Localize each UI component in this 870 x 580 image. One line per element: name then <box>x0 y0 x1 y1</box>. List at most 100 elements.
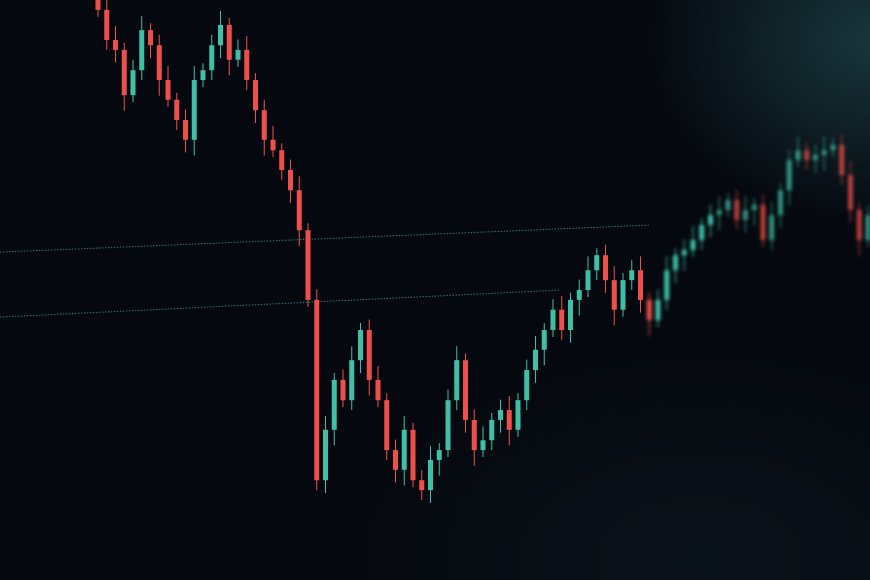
candle-down <box>113 26 118 63</box>
candle-body <box>139 30 145 71</box>
candle-up <box>795 136 801 168</box>
candle-down <box>95 0 101 17</box>
candle-body <box>226 24 232 60</box>
candle-up <box>498 399 503 433</box>
candle-down <box>506 396 512 446</box>
candle-up <box>708 204 713 238</box>
candle-body <box>629 270 635 281</box>
candle-down <box>261 99 267 156</box>
candle-up <box>550 299 556 337</box>
candle-body <box>235 49 241 60</box>
candle-down <box>165 66 171 107</box>
candle-up <box>690 226 696 257</box>
candle-body <box>148 30 153 46</box>
candle-down <box>375 365 381 408</box>
candle-up <box>191 66 197 156</box>
candle-up <box>681 239 687 271</box>
candle-body <box>270 139 276 151</box>
candle-up <box>200 63 206 87</box>
candle-up <box>576 279 582 316</box>
candle-up <box>620 273 626 317</box>
candle-body <box>445 400 451 451</box>
candle-up <box>594 248 600 281</box>
candle-up <box>699 218 705 250</box>
candle-body <box>655 299 661 321</box>
candle-body <box>830 145 836 151</box>
reference-line <box>0 224 651 253</box>
candle-up <box>778 183 783 228</box>
candle-body <box>384 400 390 451</box>
candle-body <box>366 330 372 380</box>
candle-body <box>436 450 442 460</box>
candle-body <box>813 154 818 161</box>
candle-up <box>751 197 757 226</box>
candle-body <box>620 280 626 310</box>
candle-body <box>244 49 250 81</box>
candle-body <box>375 379 381 401</box>
candle-body <box>419 480 425 491</box>
candle-down <box>183 109 188 153</box>
candle-up <box>331 372 337 446</box>
candle-down <box>419 469 425 500</box>
candle-up <box>130 59 136 103</box>
candle-body <box>725 200 731 210</box>
candle-down <box>288 159 293 203</box>
candle-body <box>839 145 845 176</box>
candle-body <box>559 309 565 331</box>
candle-down <box>104 0 110 50</box>
candle-body <box>594 255 600 271</box>
candle-down <box>410 422 416 488</box>
candle-down <box>603 244 608 293</box>
candle-up <box>209 34 215 81</box>
candle-body <box>585 270 591 290</box>
candle-body <box>331 379 337 430</box>
candle-down <box>226 17 232 76</box>
candle-body <box>349 360 355 401</box>
candle-body <box>568 299 573 331</box>
candle-down <box>804 143 810 170</box>
candle-down <box>174 92 180 130</box>
candle-up <box>480 426 486 458</box>
candle-up <box>541 323 547 366</box>
candle-down <box>156 34 162 96</box>
candle-body <box>673 255 678 271</box>
candle-body <box>410 429 416 481</box>
candle-down <box>296 176 302 246</box>
candle-up <box>743 196 748 233</box>
candle-body <box>253 80 258 111</box>
candle-body <box>183 120 188 140</box>
candle-body <box>218 24 223 46</box>
candle-down <box>366 319 372 396</box>
candle-up <box>813 144 818 173</box>
candle-body <box>113 40 118 50</box>
candle-up <box>655 289 661 328</box>
candle-body <box>541 330 547 350</box>
candle-up <box>786 149 792 206</box>
candle-body <box>480 440 486 451</box>
candle-up <box>515 393 521 437</box>
candle-up <box>139 16 145 81</box>
candle-body <box>288 169 293 191</box>
candle-up <box>629 259 635 290</box>
candle-down <box>471 409 477 466</box>
candle-down <box>148 23 153 58</box>
candle-body <box>463 360 468 420</box>
candle-body <box>603 255 608 281</box>
candle-down <box>638 256 643 313</box>
candle-body <box>786 160 792 191</box>
candle-down <box>384 393 390 460</box>
candle-up <box>769 201 775 250</box>
candle-body <box>533 349 538 371</box>
candle-up <box>323 415 328 493</box>
candle-body <box>454 360 460 401</box>
candle-down <box>848 161 853 223</box>
candle-body <box>471 419 477 451</box>
candle-up <box>533 335 538 383</box>
candle-body <box>296 190 302 231</box>
candle-down <box>856 203 862 256</box>
candle-body <box>821 150 827 155</box>
candle-body <box>305 230 311 300</box>
candle-body <box>848 175 853 210</box>
candle-body <box>743 209 748 220</box>
